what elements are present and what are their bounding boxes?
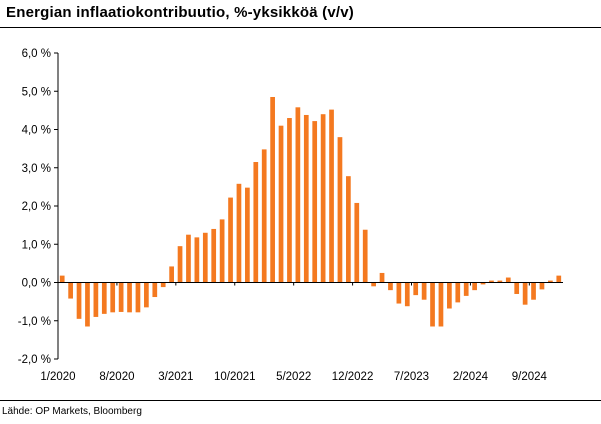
x-tick-label: 12/2022 bbox=[332, 371, 374, 383]
bar-11-2021 bbox=[245, 187, 250, 283]
bar-12-2024 bbox=[556, 275, 562, 283]
bar-3-2022 bbox=[278, 125, 284, 283]
y-tick-label: -1,0 % bbox=[18, 316, 51, 328]
bar-3-2023 bbox=[379, 272, 385, 283]
bar-2-2023 bbox=[371, 282, 376, 287]
bar-3-2024 bbox=[480, 282, 486, 285]
bar-10-2022 bbox=[337, 137, 343, 283]
bar-7-2024 bbox=[514, 282, 520, 294]
bar-9-2024 bbox=[531, 282, 536, 300]
bar-12-2021 bbox=[253, 162, 259, 283]
y-tick-label: 4,0 % bbox=[22, 125, 51, 137]
x-tick-label: 1/2020 bbox=[40, 371, 75, 383]
y-tick-label: -2,0 % bbox=[18, 354, 51, 366]
bar-11-2020 bbox=[144, 282, 149, 308]
bar-2-2022 bbox=[270, 96, 275, 283]
y-tick-label: 5,0 % bbox=[22, 86, 51, 98]
y-tick-label: 0,0 % bbox=[22, 278, 51, 290]
bar-4-2024 bbox=[489, 280, 494, 283]
x-tick-label: 3/2021 bbox=[158, 371, 193, 383]
bar-8-2021 bbox=[219, 219, 225, 283]
bar-5-2023 bbox=[396, 282, 402, 304]
y-tick-label: 1,0 % bbox=[22, 239, 51, 251]
bar-7-2021 bbox=[211, 228, 217, 283]
bar-10-2021 bbox=[236, 183, 242, 283]
bar-6-2020 bbox=[101, 282, 107, 314]
bar-9-2022 bbox=[329, 109, 334, 283]
source-note: Lähde: OP Markets, Bloomberg bbox=[2, 406, 142, 417]
bar-9-2021 bbox=[228, 197, 233, 283]
bar-1-2023 bbox=[362, 229, 368, 283]
bar-4-2021 bbox=[186, 234, 191, 283]
y-tick-label: 2,0 % bbox=[22, 201, 51, 213]
bar-10-2024 bbox=[539, 282, 545, 290]
bar-8-2022 bbox=[320, 114, 326, 283]
bar-7-2023 bbox=[413, 282, 419, 296]
bar-1-2021 bbox=[160, 282, 166, 288]
bar-6-2024 bbox=[505, 277, 511, 283]
bar-2-2024 bbox=[472, 282, 477, 291]
bar-12-2020 bbox=[152, 282, 158, 298]
bar-12-2023 bbox=[455, 282, 461, 303]
bar-9-2023 bbox=[430, 282, 435, 327]
bar-2-2021 bbox=[169, 266, 174, 283]
bar-4-2023 bbox=[388, 282, 393, 291]
bar-1-2024 bbox=[463, 282, 469, 296]
bar-6-2021 bbox=[202, 232, 208, 283]
bar-5-2020 bbox=[93, 282, 99, 317]
x-tick-label: 9/2024 bbox=[512, 371, 548, 383]
x-tick-label: 7/2023 bbox=[394, 371, 429, 383]
bar-12-2022 bbox=[354, 202, 360, 283]
bar-3-2021 bbox=[177, 246, 183, 283]
x-tick-labels: 1/2020 8/2020 3/2021 10/2021 5/2022 12/2022 7/… bbox=[40, 371, 547, 383]
bar-2-2020 bbox=[68, 282, 73, 299]
title-divider bbox=[0, 27, 601, 28]
y-tick-label: 3,0 % bbox=[22, 163, 51, 175]
bar-4-2020 bbox=[85, 282, 90, 327]
x-tick-label: 5/2022 bbox=[276, 371, 311, 383]
bar-5-2022 bbox=[295, 107, 301, 283]
bar-3-2020 bbox=[76, 282, 82, 319]
bar-6-2023 bbox=[404, 282, 410, 307]
bar-8-2020 bbox=[118, 282, 124, 312]
chart-title: Energian inflaatiokontribuutio, %-yksikk… bbox=[6, 4, 354, 21]
bar-11-2022 bbox=[346, 176, 351, 283]
bar-9-2020 bbox=[127, 282, 132, 313]
bar-6-2022 bbox=[303, 114, 309, 283]
bar-4-2022 bbox=[287, 118, 292, 283]
bar-5-2024 bbox=[497, 280, 503, 283]
bar-7-2020 bbox=[110, 282, 116, 313]
y-tick-labels: 6,0 % 5,0 % 4,0 % 3,0 % 2,0 % 1,0 % 0,0 % -1,0 … bbox=[18, 48, 51, 366]
x-tick-label: 8/2020 bbox=[99, 371, 134, 383]
bar-8-2024 bbox=[522, 282, 528, 305]
bar-5-2021 bbox=[194, 237, 200, 283]
bar-10-2023 bbox=[438, 282, 444, 327]
bars-group bbox=[59, 96, 562, 327]
bar-1-2020 bbox=[59, 275, 65, 283]
bar-7-2022 bbox=[312, 121, 318, 283]
bar-1-2022 bbox=[261, 149, 267, 283]
bar-10-2020 bbox=[135, 282, 141, 313]
bar-11-2023 bbox=[447, 282, 452, 309]
bar-11-2024 bbox=[548, 280, 553, 283]
x-tick-label: 2/2024 bbox=[453, 371, 489, 383]
bar-8-2023 bbox=[421, 282, 427, 300]
x-tick-label: 10/2021 bbox=[214, 371, 256, 383]
axes-group bbox=[54, 52, 563, 360]
y-tick-label: 6,0 % bbox=[22, 48, 51, 60]
footer-divider bbox=[0, 400, 601, 401]
